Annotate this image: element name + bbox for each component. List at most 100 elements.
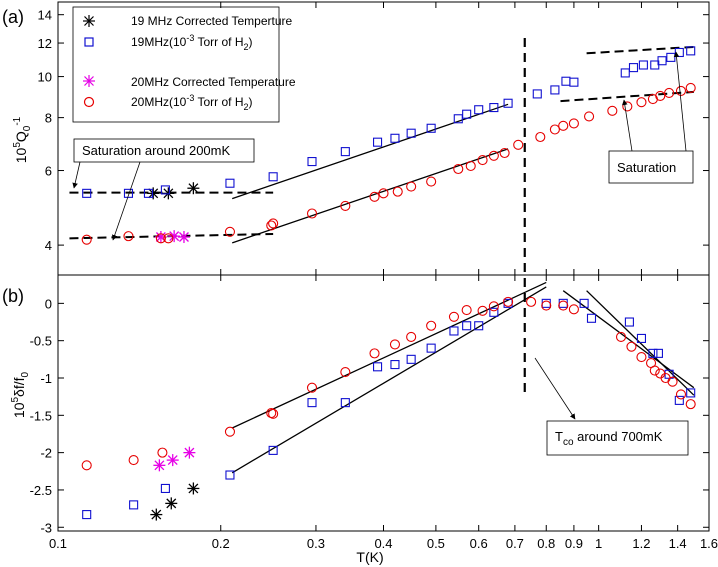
data-point-asterisk bbox=[147, 187, 160, 200]
b-ytick-label: -1.5 bbox=[30, 408, 52, 423]
data-point-circle bbox=[685, 82, 696, 94]
data-point-square bbox=[426, 343, 436, 353]
data-point-circle bbox=[426, 320, 437, 331]
data-point-square bbox=[474, 105, 484, 115]
annotation-text-saturation-200mk: Saturation around 200mK bbox=[82, 143, 230, 158]
data-point-circle bbox=[667, 376, 678, 387]
data-point-square bbox=[503, 98, 513, 108]
data-point-square bbox=[462, 109, 472, 119]
b-xtick-label: 0.5 bbox=[427, 536, 445, 551]
data-point-square bbox=[674, 395, 684, 405]
annotation-text-tco: Tco around 700mK bbox=[555, 429, 663, 448]
data-point-square bbox=[474, 321, 484, 331]
solid-fit-line bbox=[231, 281, 547, 429]
data-point-asterisk bbox=[183, 446, 196, 459]
data-point-circle bbox=[584, 111, 595, 122]
data-point-circle bbox=[378, 188, 389, 199]
b-ytick-label: -1 bbox=[40, 371, 52, 386]
legend-label-20mhz-h2: 20MHz(10-3 Torr of H2) bbox=[131, 93, 253, 112]
data-point-square bbox=[340, 147, 350, 157]
data-point-circle bbox=[340, 200, 351, 211]
b-xtick-label: 0.2 bbox=[212, 536, 230, 551]
solid-fit-line bbox=[231, 286, 547, 474]
annotation-arrow-right bbox=[673, 51, 687, 152]
a-ytick-label: 4 bbox=[45, 238, 52, 253]
data-point-circle bbox=[157, 447, 168, 458]
data-point-circle bbox=[406, 331, 417, 342]
b-xtick-label: 0.9 bbox=[565, 536, 583, 551]
a-ytick-label: 14 bbox=[38, 8, 52, 23]
data-point-circle bbox=[549, 124, 560, 135]
annotation-box-saturation bbox=[608, 150, 694, 184]
a-ytick-label: 6 bbox=[45, 164, 52, 179]
data-point-circle bbox=[123, 231, 134, 242]
data-point-square bbox=[390, 133, 400, 143]
data-point-asterisk bbox=[166, 454, 179, 467]
b-ytick-label: -2.5 bbox=[30, 483, 52, 498]
data-point-circle bbox=[607, 105, 618, 116]
panel-b-x-ticks: 0.1 0.2 0.3 0.4 0.5 0.6 0.7 0.8 0.9 1 1.2 1.4 1.6 bbox=[49, 2, 718, 551]
legend-label-19mhz-corrected: 19 MHz Corrected Temperture bbox=[131, 14, 293, 28]
panel-b-xlabel: T(K) bbox=[356, 549, 383, 565]
b-xtick-label: 0.8 bbox=[537, 536, 555, 551]
data-point-circle bbox=[369, 191, 380, 202]
data-point-square bbox=[657, 56, 667, 66]
legend: 19 MHz Corrected Temperture 19MHz(10-3 T… bbox=[72, 6, 296, 123]
data-point-circle bbox=[268, 218, 279, 229]
data-point-square bbox=[620, 68, 630, 78]
data-point-circle bbox=[513, 139, 524, 150]
data-point-circle bbox=[448, 311, 460, 322]
data-point-asterisk bbox=[165, 497, 178, 510]
data-point-circle bbox=[306, 208, 318, 219]
data-point-square bbox=[666, 52, 676, 62]
data-point-square bbox=[686, 388, 696, 398]
data-point-square bbox=[225, 470, 235, 480]
data-point-square bbox=[648, 348, 658, 358]
data-point-square bbox=[638, 60, 648, 70]
data-point-circle bbox=[340, 366, 351, 378]
annotation-tco: Tco around 700mK bbox=[534, 357, 689, 456]
panel-b-frame bbox=[57, 274, 710, 532]
data-point-square bbox=[129, 500, 139, 510]
annotation-arrow-tco bbox=[534, 357, 576, 420]
data-point-circle bbox=[558, 120, 569, 131]
data-point-square bbox=[373, 137, 383, 147]
panel-b-y-ticks: 0 -0.5 -1 -1.5 -2 -2.5 -3 bbox=[30, 296, 709, 535]
data-point-square bbox=[268, 445, 278, 455]
data-point-circle bbox=[128, 455, 139, 466]
data-point-circle bbox=[389, 339, 401, 350]
legend-marker-red-circle bbox=[83, 96, 95, 108]
data-point-circle bbox=[465, 160, 476, 172]
data-point-square bbox=[636, 333, 647, 343]
data-point-square bbox=[453, 114, 463, 124]
data-point-square bbox=[653, 348, 663, 358]
data-point-circle bbox=[392, 186, 403, 197]
data-point-circle bbox=[626, 341, 637, 352]
b-xtick-label: 0.6 bbox=[470, 536, 488, 551]
data-point-square bbox=[532, 89, 542, 99]
data-point-circle bbox=[615, 331, 627, 342]
data-point-square bbox=[268, 172, 278, 182]
data-point-circle bbox=[655, 90, 666, 102]
legend-label-20mhz-corrected: 20MHz Corrected Temperature bbox=[131, 75, 296, 89]
b-ytick-label: 0 bbox=[45, 296, 52, 311]
annotation-arrow-lower bbox=[112, 161, 141, 241]
data-point-square bbox=[373, 362, 383, 372]
b-xtick-label: 0.1 bbox=[49, 536, 67, 551]
panel-b-ylabel: 105δf/f0 bbox=[10, 371, 31, 418]
data-point-circle bbox=[477, 305, 488, 316]
data-point-circle bbox=[81, 460, 92, 471]
legend-label-19mhz-h2: 19MHz(10-3 Torr of H2) bbox=[131, 33, 253, 52]
data-point-square bbox=[586, 313, 597, 323]
data-point-circle bbox=[636, 352, 647, 363]
data-point-circle bbox=[81, 234, 92, 245]
data-point-circle bbox=[155, 233, 166, 244]
data-point-square bbox=[82, 510, 92, 520]
panel-a-ylabel: 105Q0-1 bbox=[12, 116, 33, 163]
data-point-circle bbox=[636, 97, 647, 108]
legend-entry-20mhz-h2: 20MHz(10-3 Torr of H2) bbox=[83, 93, 253, 112]
b-xtick-label: 1.4 bbox=[669, 536, 687, 551]
data-point-circle bbox=[649, 365, 660, 376]
data-point-circle bbox=[426, 176, 437, 187]
